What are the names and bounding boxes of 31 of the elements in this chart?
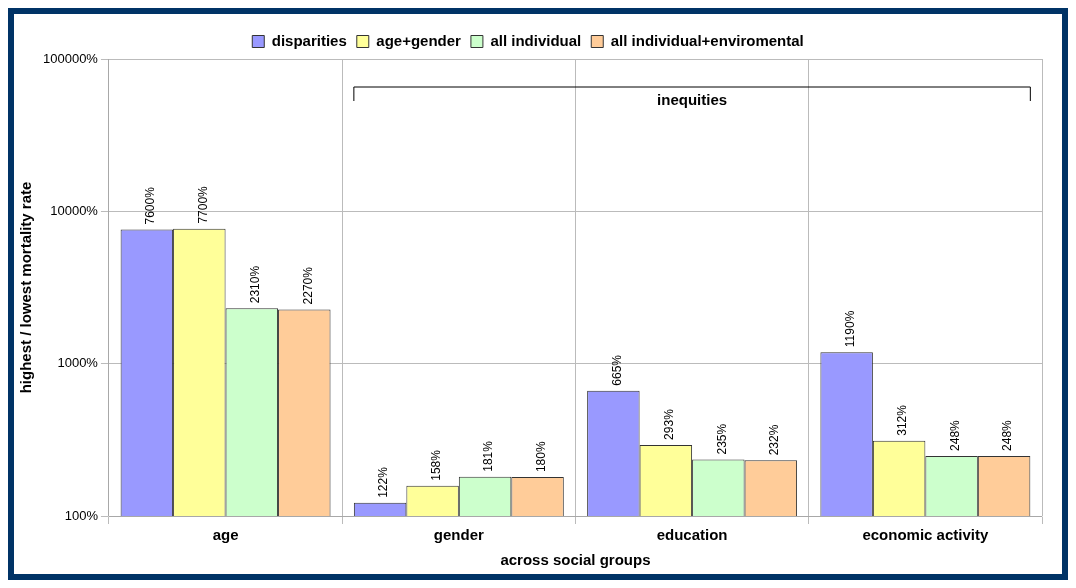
data-label: 7600% (143, 186, 158, 225)
data-label: 2310% (248, 265, 263, 304)
data-label: 665% (609, 354, 624, 386)
data-label: 1190% (842, 310, 857, 348)
legend-label: disparities (271, 31, 347, 49)
data-label: 2270% (300, 266, 315, 305)
legend-label: age+gender (376, 31, 462, 49)
data-label: 232% (767, 424, 782, 456)
data-label: 248% (1000, 419, 1015, 451)
y-tick-label: 100000% (42, 50, 99, 66)
y-axis-title: highest / lowest mortality rate (17, 181, 35, 394)
x-axis-title: across social groups (500, 551, 651, 569)
x-tick-label: age (212, 526, 239, 544)
data-label: 180% (533, 441, 548, 473)
data-label: 293% (662, 408, 677, 440)
data-label: 7700% (195, 185, 210, 224)
legend-label: all individual+enviromental (610, 31, 804, 49)
data-label: 235% (714, 423, 729, 455)
y-tick-label: 10000% (50, 202, 99, 218)
data-label: 248% (947, 419, 962, 451)
annotation: inequities (657, 90, 728, 108)
data-label: 312% (895, 404, 910, 436)
y-tick-label: 1000% (57, 355, 99, 371)
legend-label: all individual (490, 31, 582, 49)
y-tick-label: 100% (64, 507, 99, 523)
x-tick-label: gender (433, 526, 484, 544)
data-label: 122% (376, 466, 391, 498)
data-label: 158% (428, 449, 443, 481)
x-tick-label: education (656, 526, 728, 544)
x-tick-label: economic activity (862, 526, 989, 544)
data-label: 181% (481, 440, 496, 472)
